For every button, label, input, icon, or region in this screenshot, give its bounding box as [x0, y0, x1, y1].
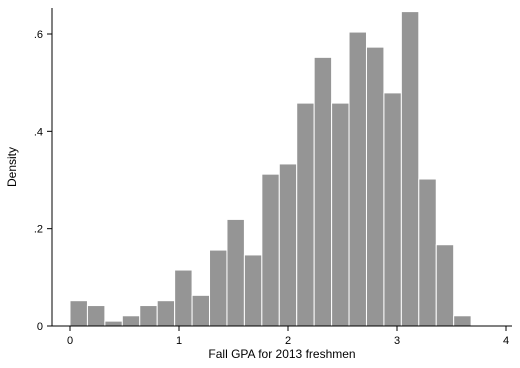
y-tick-label: 0 — [37, 321, 43, 333]
x-tick-label: 2 — [285, 335, 291, 347]
x-tick-label: 3 — [394, 335, 400, 347]
histogram-bar — [104, 320, 123, 327]
x-tick-label: 1 — [176, 335, 182, 347]
histogram-bar — [139, 305, 158, 327]
bars-group — [69, 11, 472, 327]
histogram-bar — [209, 249, 228, 327]
histogram-bar — [400, 11, 420, 327]
histogram-bar — [121, 315, 141, 327]
histogram-bar — [453, 315, 472, 327]
histogram-bar — [365, 46, 385, 327]
x-ticks-group: 0 1 2 3 4 — [67, 326, 509, 347]
histogram-bar — [435, 244, 455, 327]
y-tick-label: .6 — [34, 29, 43, 41]
histogram-bar — [418, 178, 437, 327]
y-ticks-group: 0 .2 .4 .6 — [34, 29, 52, 333]
y-tick-label: .2 — [34, 224, 43, 236]
histogram-bar — [383, 92, 402, 327]
y-axis-label: Density — [5, 147, 19, 187]
y-tick-label: .4 — [34, 126, 43, 138]
histogram-bar — [348, 31, 367, 327]
histogram-bar — [313, 56, 333, 327]
histogram-bar — [156, 300, 176, 327]
histogram-bar — [331, 102, 350, 327]
histogram-bar — [191, 294, 211, 327]
x-tick-label: 0 — [67, 335, 73, 347]
histogram-bar — [226, 218, 245, 327]
histogram-bar — [296, 102, 315, 327]
histogram-bar — [278, 163, 298, 327]
axes-group — [51, 8, 512, 327]
histogram-bar — [86, 305, 106, 327]
histogram-bar — [69, 300, 88, 327]
x-tick-label: 4 — [503, 335, 509, 347]
histogram-bar — [261, 173, 280, 327]
histogram-bar — [243, 254, 263, 327]
histogram-bar — [174, 269, 193, 327]
x-axis-label: Fall GPA for 2013 freshmen — [208, 347, 355, 361]
